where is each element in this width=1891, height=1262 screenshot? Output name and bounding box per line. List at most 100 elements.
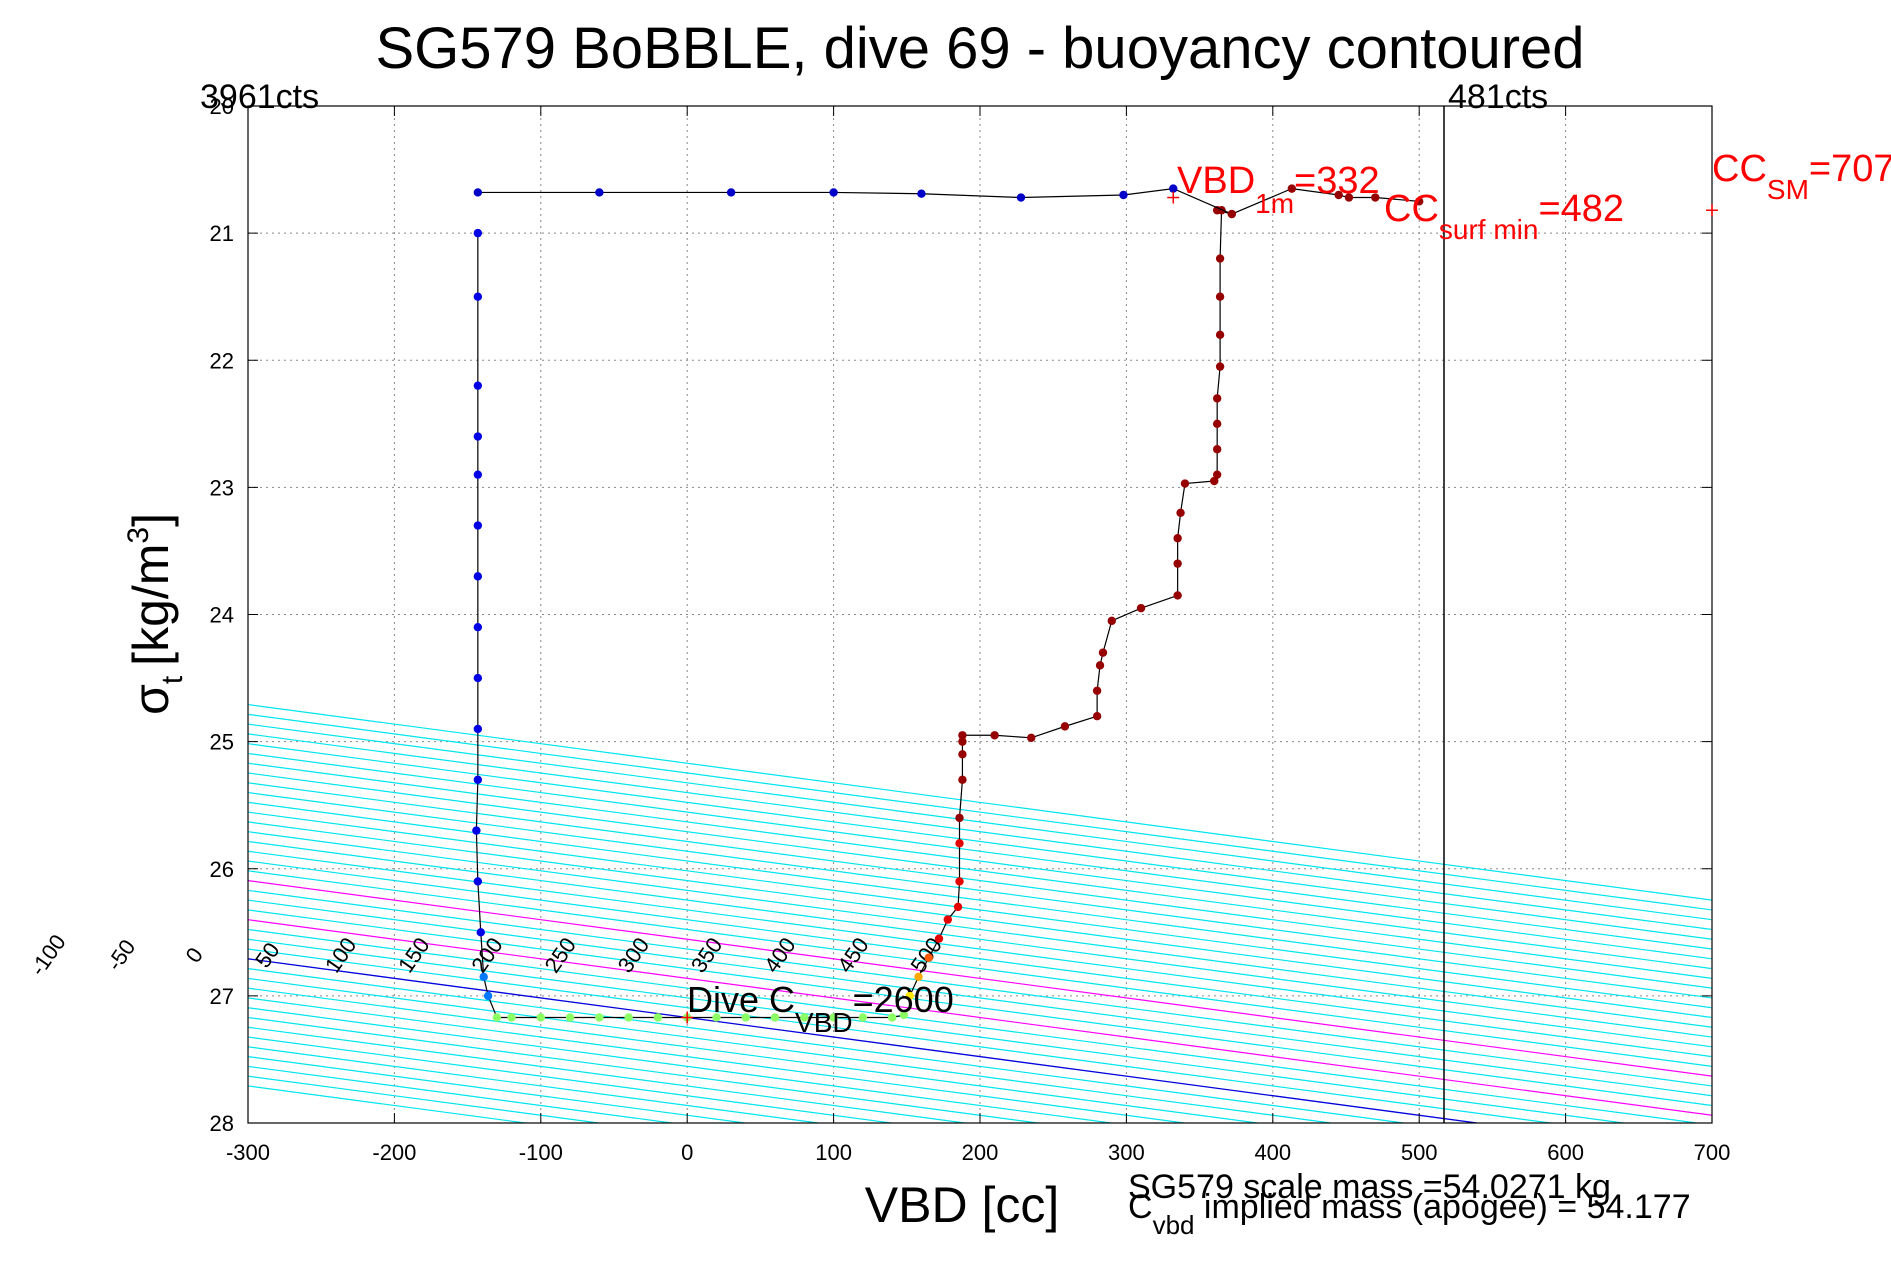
dive-c-vbd-annotation: Dive CVBD=2600 xyxy=(687,979,954,1038)
contour-label: 0 xyxy=(180,943,208,967)
climb-series-point xyxy=(1060,722,1070,731)
contour-line xyxy=(248,791,1712,989)
y-axis-label-unit: [kg/m xyxy=(123,544,179,666)
climb-series-point xyxy=(1210,476,1219,486)
dive-series-point xyxy=(473,470,483,479)
dive-series-point xyxy=(829,1013,838,1022)
dive-series-point xyxy=(536,1013,545,1022)
dive-series-point xyxy=(565,1013,575,1022)
top-left-count-label: 3961cts xyxy=(200,78,319,116)
climb-series-point xyxy=(955,813,964,823)
contour-line xyxy=(248,899,1712,1097)
dive-series-point xyxy=(507,1013,516,1022)
x-tick-label: 700 xyxy=(1694,1140,1731,1165)
surface-series-point xyxy=(595,188,604,197)
climb-series-point xyxy=(934,934,944,943)
cc-sm-subscript: SM xyxy=(1767,174,1809,205)
surface-series-point xyxy=(1169,184,1178,193)
surface-series-point xyxy=(1334,190,1343,200)
climb-series-point xyxy=(1212,419,1222,429)
climb-series-point xyxy=(1173,559,1182,568)
dive-series-point xyxy=(473,432,483,441)
contour-label: -100 xyxy=(25,930,71,980)
y-tick-label: 26 xyxy=(210,857,234,882)
dive-series-point xyxy=(741,1013,750,1022)
climb-series-point xyxy=(1173,534,1182,543)
dive-series-point xyxy=(476,928,485,937)
contour-line xyxy=(248,909,1712,1107)
dive-series-point xyxy=(624,1013,633,1022)
contour-line xyxy=(248,870,1712,1067)
implied-mass-c: C xyxy=(1128,1188,1153,1226)
implied-mass-footer: Cvbd implied mass (apogee) = 54.177 xyxy=(1128,1188,1691,1240)
x-tick-label: 100 xyxy=(815,1140,852,1165)
x-axis-label: VBD [cc] xyxy=(865,1177,1059,1233)
climb-series-point xyxy=(905,991,914,1001)
y-tick-label: 27 xyxy=(210,984,234,1009)
dive-series-point xyxy=(473,724,483,734)
climb-series-point xyxy=(1215,292,1225,301)
y-axis-label: σt [kg/m3] xyxy=(122,513,189,715)
vbd-1m-text: VBD xyxy=(1177,160,1255,202)
x-tick-label: 0 xyxy=(681,1140,693,1165)
svg-text:σt[kg/m3]: σt [kg/m3] xyxy=(122,513,189,715)
cc-surf-min-annotation: CCsurf min=482 xyxy=(1384,188,1624,245)
contour-line xyxy=(248,772,1712,970)
contour-line xyxy=(248,762,1712,960)
climb-series-point xyxy=(914,972,923,982)
contour-line xyxy=(248,948,1551,1123)
vbd-1m-subscript: 1m xyxy=(1255,188,1294,219)
top-right-count-label: 481cts xyxy=(1448,78,1548,116)
climb-series-point xyxy=(1215,330,1225,340)
climb-series-point xyxy=(955,877,964,886)
climb-series-point xyxy=(1212,394,1222,403)
climb-series-point xyxy=(1215,362,1225,371)
contour-line xyxy=(248,860,1712,1058)
contour-line xyxy=(248,889,1712,1087)
surface-series-point xyxy=(1344,193,1354,202)
x-tick-label: 400 xyxy=(1254,1140,1291,1165)
surface-series-point xyxy=(1371,193,1380,202)
y-tick-label: 23 xyxy=(210,475,234,500)
dive-series-point xyxy=(712,1013,721,1022)
dive-c-vbd-subscript: VBD xyxy=(795,1007,853,1038)
contour-line xyxy=(248,938,1624,1123)
climb-series-point xyxy=(1173,591,1182,600)
climb-series-point xyxy=(1180,479,1190,488)
climb-series-point xyxy=(1212,470,1222,479)
contour-line xyxy=(248,919,1712,1116)
y-axis-label-unit-close: ] xyxy=(123,513,179,527)
axis-ticks: -300 -200 -100 0 100 200 300 400 500 600 700 20 21 22… xyxy=(210,94,1731,1165)
x-tick-label: 300 xyxy=(1108,1140,1145,1165)
y-tick-label: 20 xyxy=(210,94,234,119)
climb-series-point xyxy=(1092,712,1102,721)
dive-series-point xyxy=(473,292,483,301)
y-axis-label-symbol: σ xyxy=(123,684,179,715)
dive-c-vbd-value: =2600 xyxy=(853,979,954,1020)
contour-line xyxy=(248,782,1712,979)
climb-series-point xyxy=(990,731,999,740)
dive-series-point xyxy=(653,1013,663,1022)
climb-series-point xyxy=(1176,508,1185,517)
climb-series-point xyxy=(1107,616,1116,626)
dive-series-point xyxy=(479,972,488,982)
grid-lines xyxy=(248,106,1712,1123)
dive-series-line xyxy=(475,233,904,1019)
climb-series-point xyxy=(953,902,963,912)
cc-surf-min-subscript: surf min xyxy=(1439,214,1539,245)
y-tick-label: 21 xyxy=(210,221,234,246)
cc-surf-min-text: CC xyxy=(1384,188,1439,230)
x-tick-label: -200 xyxy=(372,1140,416,1165)
surface-series-point xyxy=(829,188,838,197)
climb-series-point xyxy=(1092,686,1102,695)
dive-series-point xyxy=(492,1013,502,1022)
contour-line xyxy=(248,850,1712,1048)
climb-series-point xyxy=(1136,603,1146,613)
climb-series-point xyxy=(1095,661,1105,670)
climb-series-point xyxy=(1027,733,1036,743)
climb-series-point xyxy=(1098,648,1108,657)
contour-line xyxy=(248,831,1712,1028)
dive-series-point xyxy=(473,572,483,581)
climb-series-point xyxy=(924,953,933,962)
chart-title: SG579 BoBBLE, dive 69 - buoyancy contour… xyxy=(375,16,1584,81)
